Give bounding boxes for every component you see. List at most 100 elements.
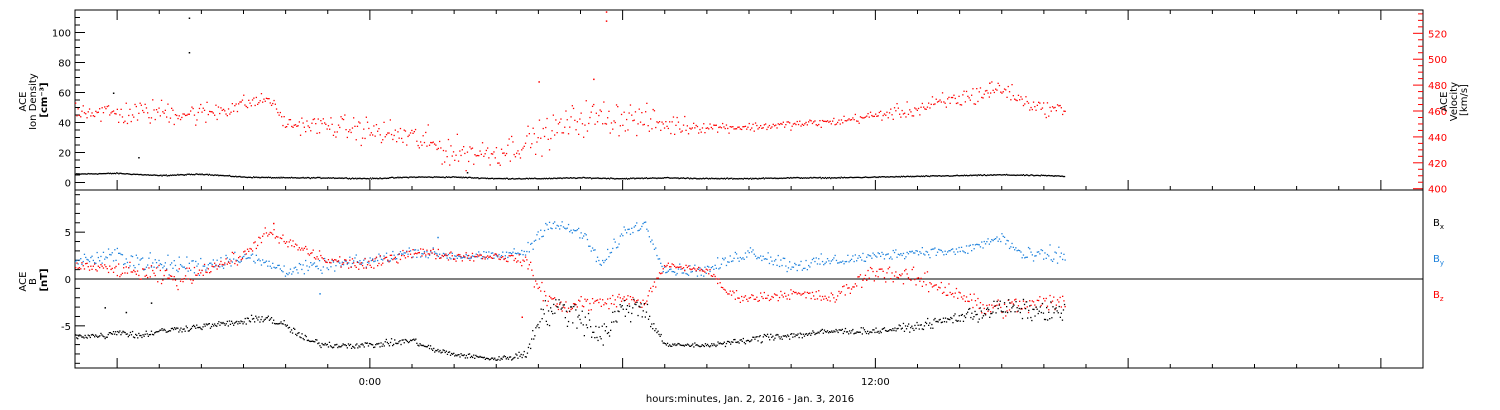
velocity-point: [183, 113, 185, 115]
density-point: [831, 177, 833, 179]
by-point: [273, 266, 275, 268]
by-point: [248, 257, 250, 259]
bx-point: [855, 332, 857, 334]
by-point: [302, 264, 304, 266]
bx-point: [617, 310, 619, 312]
velocity-point: [421, 144, 423, 146]
velocity-point: [144, 103, 146, 105]
velocity-point: [147, 112, 149, 114]
velocity-point: [463, 146, 465, 148]
velocity-point: [786, 121, 788, 123]
density-point: [271, 177, 274, 179]
bz-point: [505, 260, 508, 262]
velocity-point: [325, 123, 327, 125]
bz-point: [1032, 301, 1035, 303]
density-point: [433, 176, 435, 178]
by-point: [519, 253, 522, 255]
velocity-point: [760, 125, 762, 127]
bx-point: [873, 329, 875, 331]
density-point: [955, 174, 957, 177]
by-point: [466, 255, 469, 257]
density-point: [506, 177, 509, 179]
velocity-point: [535, 153, 537, 155]
bz-point: [854, 283, 856, 285]
velocity-point: [447, 138, 450, 141]
bx-point: [902, 322, 905, 325]
bz-point: [1058, 301, 1060, 303]
density-point: [1031, 174, 1033, 176]
bz-point: [291, 245, 293, 247]
velocity-outlier: [538, 81, 540, 83]
velocity-point: [910, 111, 912, 113]
bx-point: [1036, 308, 1038, 310]
velocity-point: [297, 125, 299, 127]
density-point: [587, 177, 590, 179]
bx-point: [420, 344, 422, 346]
density-point: [636, 177, 638, 179]
density-point: [680, 177, 682, 179]
density-point: [386, 177, 388, 179]
density-point: [253, 176, 255, 178]
by-point: [435, 252, 437, 254]
bx-point: [720, 343, 722, 345]
by-point: [378, 253, 380, 255]
by-point: [919, 251, 921, 253]
density-point: [452, 176, 454, 178]
density-point: [86, 173, 88, 175]
velocity-point: [217, 106, 220, 108]
by-point: [819, 263, 821, 265]
bx-point: [726, 340, 729, 343]
velocity-point: [804, 123, 806, 125]
by-point: [254, 262, 256, 264]
velocity-point: [502, 152, 504, 154]
by-point: [899, 254, 901, 256]
bx-point: [423, 345, 425, 347]
bx-point: [471, 355, 473, 357]
velocity-point: [810, 120, 812, 122]
density-point: [95, 173, 97, 175]
bz-point: [763, 291, 765, 294]
bz-point: [993, 305, 995, 307]
bz-point: [485, 256, 487, 258]
density-point: [110, 173, 113, 175]
by-point: [796, 269, 798, 272]
bz-point: [81, 262, 83, 264]
velocity-point: [478, 155, 480, 157]
bx-point: [440, 352, 442, 354]
bx-point: [136, 334, 138, 336]
bx-point: [749, 341, 751, 343]
velocity-point: [348, 131, 350, 133]
bz-point: [528, 264, 530, 266]
by-point: [981, 241, 983, 243]
bx-point: [687, 344, 690, 346]
bx-point: [266, 317, 268, 319]
by-point: [762, 255, 764, 257]
density-point: [749, 178, 751, 180]
density-point: [662, 177, 664, 179]
bx-point: [614, 310, 616, 313]
bx-point: [673, 344, 675, 346]
bx-point: [818, 332, 820, 334]
bx-point: [1043, 318, 1046, 321]
density-point: [808, 177, 810, 179]
bz-point: [742, 299, 744, 302]
density-point: [975, 174, 977, 176]
density-point: [623, 177, 625, 180]
velocity-point: [136, 119, 139, 121]
bz-point: [920, 277, 922, 279]
velocity-point: [190, 110, 192, 112]
velocity-point: [210, 111, 212, 113]
bz-point: [136, 270, 139, 272]
by-point: [997, 240, 999, 242]
by-point: [177, 270, 179, 273]
bx-point: [833, 330, 835, 332]
velocity-point: [772, 123, 774, 125]
density-point: [735, 178, 737, 180]
bz-point: [260, 241, 263, 244]
velocity-point: [710, 126, 712, 129]
velocity-point: [878, 111, 880, 114]
velocity-point: [164, 109, 166, 111]
bx-point: [837, 331, 839, 334]
density-point: [679, 177, 681, 179]
bx-point: [370, 343, 373, 346]
